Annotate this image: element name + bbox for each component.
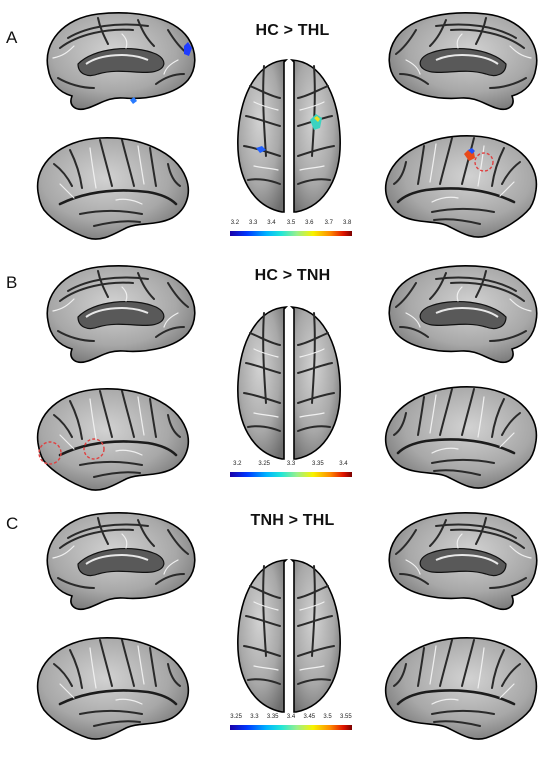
colorbar-tick: 3.35 <box>311 461 324 467</box>
right-medial-brain <box>388 264 538 364</box>
colorbar-tick: 3.55 <box>340 714 352 720</box>
colorbar-tick: 3.4 <box>339 461 348 467</box>
panel-label: B <box>6 273 18 292</box>
right-lateral-brain <box>384 385 538 490</box>
activation-cluster <box>256 146 266 153</box>
colorbar-tick: 3.8 <box>342 220 352 226</box>
left-medial-brain <box>46 511 196 611</box>
colorbar-gradient <box>230 472 352 477</box>
colorbar-tick: 3.2 <box>233 461 242 467</box>
panel-title: HC > TNH <box>254 267 331 284</box>
colorbar-tick: 3.4 <box>286 714 296 720</box>
activation-cluster <box>468 148 475 154</box>
colorbar-tick: 3.3 <box>249 220 258 226</box>
panel-b: B HC > TNH 3.2 3.25 3.3 3.35 3.4 <box>0 264 550 516</box>
right-lateral-brain <box>384 134 538 239</box>
colorbar-tick: 3.7 <box>324 220 333 226</box>
roi-marker-circle <box>474 152 494 172</box>
right-medial-brain <box>388 11 538 111</box>
left-medial-brain <box>46 264 196 364</box>
colorbar: 3.2 3.25 3.3 3.35 3.4 <box>230 461 352 477</box>
activation-cluster <box>184 42 192 56</box>
colorbar-tick: 3.4 <box>267 220 276 226</box>
colorbar-gradient <box>230 231 352 236</box>
superior-brain <box>236 306 342 460</box>
left-lateral-brain <box>36 636 190 741</box>
roi-marker-circle <box>83 438 105 460</box>
colorbar-tick: 3.6 <box>305 220 314 226</box>
colorbar-tick: 3.5 <box>323 714 332 720</box>
colorbar-tick: 3.25 <box>230 714 242 720</box>
right-lateral-brain <box>384 636 538 741</box>
superior-brain <box>236 59 342 213</box>
colorbar-tick: 3.5 <box>286 220 296 226</box>
roi-marker-circle <box>38 441 62 465</box>
colorbar-ticks: 3.25 3.3 3.35 3.4 3.45 3.5 3.55 <box>230 714 352 724</box>
colorbar-ticks: 3.2 3.25 3.3 3.35 3.4 <box>230 461 352 471</box>
colorbar-ticks: 3.2 3.3 3.4 3.5 3.6 3.7 3.8 <box>230 220 352 230</box>
colorbar-tick: 3.3 <box>250 714 259 720</box>
colorbar: 3.25 3.3 3.35 3.4 3.45 3.5 3.55 <box>230 714 352 730</box>
colorbar-tick: 3.35 <box>266 714 279 720</box>
panel-a: A HC > THL 3.2 3.3 3.4 3.5 3.6 3.7 3.8 <box>0 11 550 273</box>
activation-cluster <box>130 97 137 104</box>
activation-cluster <box>314 116 320 122</box>
panel-c: C TNH > THL 3.25 3.3 3.35 3.4 3.45 3.5 3… <box>0 511 550 763</box>
colorbar-tick: 3.25 <box>258 461 270 467</box>
panel-label: A <box>6 28 18 47</box>
panel-label: C <box>6 514 19 533</box>
colorbar: 3.2 3.3 3.4 3.5 3.6 3.7 3.8 <box>230 220 352 236</box>
right-medial-brain <box>388 511 538 611</box>
colorbar-tick: 3.3 <box>286 461 296 467</box>
colorbar-tick: 3.2 <box>230 220 240 226</box>
superior-brain <box>236 559 342 713</box>
left-lateral-brain <box>36 387 190 492</box>
panel-title: HC > THL <box>255 22 330 39</box>
left-medial-brain <box>46 11 196 111</box>
colorbar-tick: 3.45 <box>303 714 316 720</box>
panel-title: TNH > THL <box>250 512 335 529</box>
colorbar-gradient <box>230 725 352 730</box>
left-lateral-brain <box>36 136 190 241</box>
